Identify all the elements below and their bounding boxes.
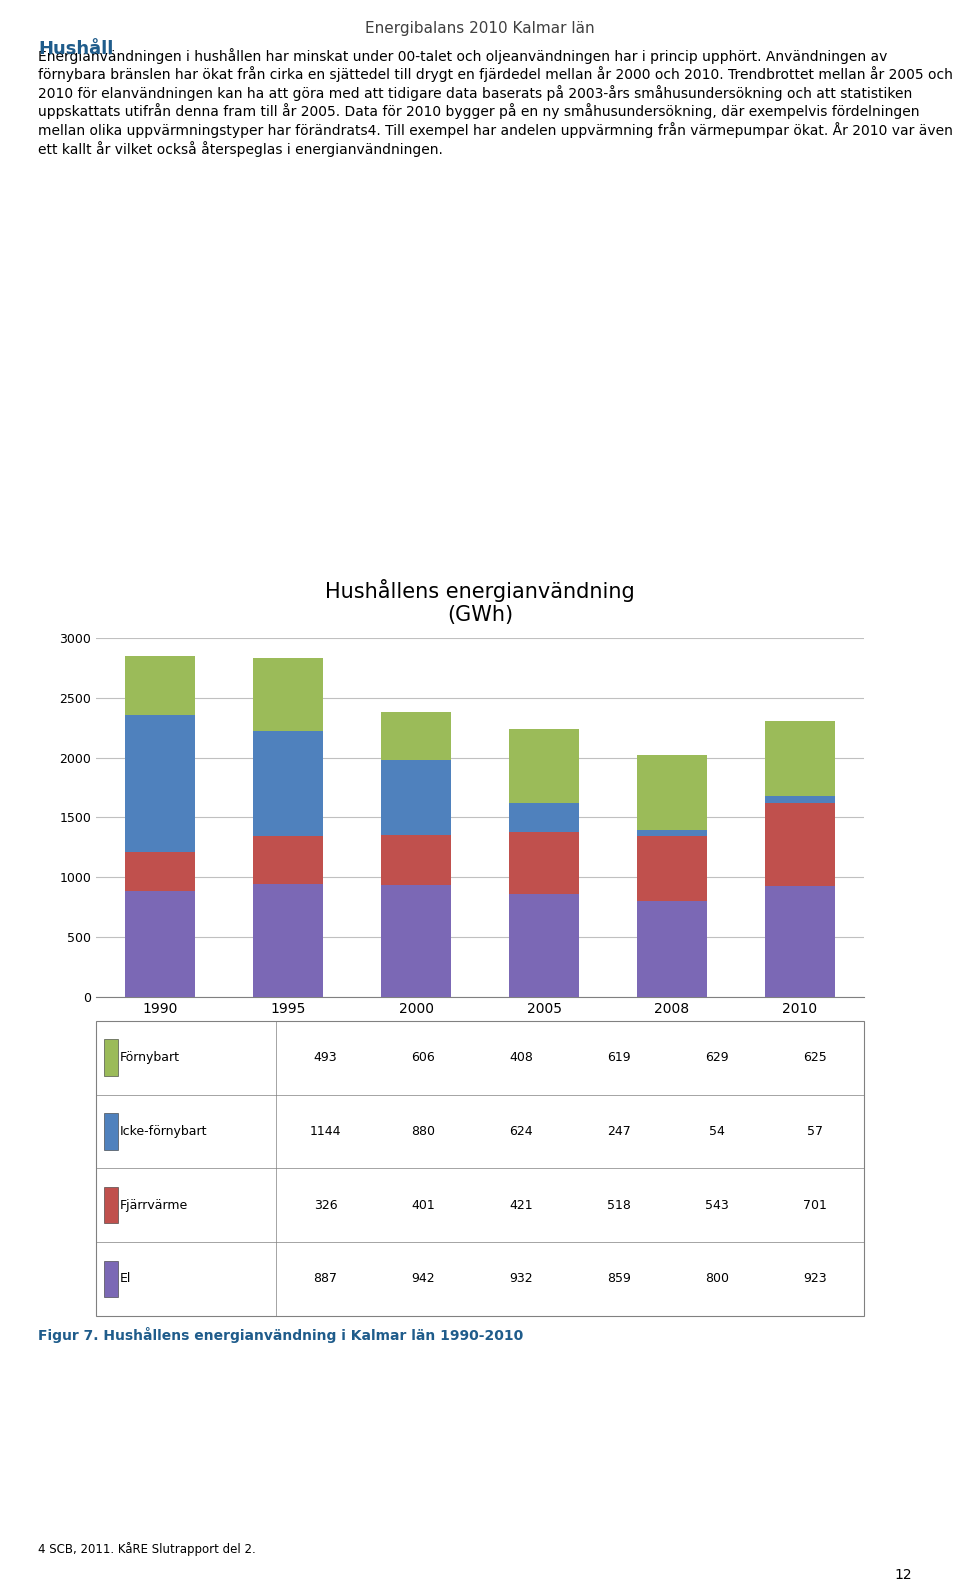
Bar [765, 796, 835, 802]
Text: Hushåll: Hushåll [38, 40, 114, 57]
Text: Figur 7. Hushållens energianvändning i Kalmar län 1990-2010: Figur 7. Hushållens energianvändning i K… [38, 1327, 523, 1343]
Bar [125, 715, 195, 852]
Text: 859: 859 [608, 1273, 631, 1286]
Text: 4 SCB, 2011. KåRE Slutrapport del 2.: 4 SCB, 2011. KåRE Slutrapport del 2. [38, 1542, 256, 1557]
Text: 619: 619 [608, 1051, 631, 1064]
Bar [381, 711, 451, 761]
Text: 57: 57 [807, 1124, 823, 1137]
Title: Hushållens energianvändning
(GWh): Hushållens energianvändning (GWh) [325, 579, 635, 625]
Text: Energianvändningen i hushållen har minskat under 00-talet och oljeanvändningen h: Energianvändningen i hushållen har minsk… [38, 48, 953, 156]
Bar [252, 836, 324, 884]
Text: 701: 701 [804, 1199, 827, 1212]
Text: Icke-förnybart: Icke-förnybart [120, 1124, 207, 1137]
Bar [104, 1040, 118, 1077]
Text: Fjärrvärme: Fjärrvärme [120, 1199, 188, 1212]
Bar [765, 721, 835, 796]
Text: 408: 408 [510, 1051, 533, 1064]
Text: 493: 493 [314, 1051, 337, 1064]
Bar [509, 895, 579, 997]
Bar [765, 802, 835, 887]
Text: 54: 54 [709, 1124, 725, 1137]
Text: 923: 923 [804, 1273, 827, 1286]
Text: 800: 800 [705, 1273, 730, 1286]
Text: 247: 247 [608, 1124, 631, 1137]
Bar [104, 1113, 118, 1150]
Bar [509, 833, 579, 895]
Bar [381, 885, 451, 997]
Text: 942: 942 [412, 1273, 435, 1286]
Bar [125, 890, 195, 997]
Bar [252, 884, 324, 997]
Bar [509, 802, 579, 833]
Text: 887: 887 [313, 1273, 337, 1286]
Bar [509, 729, 579, 802]
Bar [252, 731, 324, 836]
Bar [636, 901, 708, 997]
Bar [636, 829, 708, 836]
Bar [381, 836, 451, 885]
Text: 326: 326 [314, 1199, 337, 1212]
Text: 1144: 1144 [310, 1124, 341, 1137]
Text: 401: 401 [412, 1199, 435, 1212]
Text: 12: 12 [895, 1568, 912, 1582]
Text: Energibalans 2010 Kalmar län: Energibalans 2010 Kalmar län [365, 21, 595, 35]
Text: Förnybart: Förnybart [120, 1051, 180, 1064]
Bar [125, 852, 195, 890]
Text: 880: 880 [411, 1124, 436, 1137]
Bar [125, 656, 195, 715]
Text: 624: 624 [510, 1124, 533, 1137]
Text: 625: 625 [804, 1051, 827, 1064]
Bar [252, 659, 324, 731]
Bar [381, 761, 451, 836]
Text: 421: 421 [510, 1199, 533, 1212]
Bar [765, 887, 835, 997]
Text: El: El [120, 1273, 131, 1286]
Bar [636, 836, 708, 901]
Text: 629: 629 [706, 1051, 729, 1064]
Text: 518: 518 [608, 1199, 631, 1212]
Text: 606: 606 [412, 1051, 435, 1064]
Bar [104, 1187, 118, 1223]
Bar [104, 1260, 118, 1297]
Bar [636, 754, 708, 829]
Text: 932: 932 [510, 1273, 533, 1286]
Text: 543: 543 [706, 1199, 729, 1212]
